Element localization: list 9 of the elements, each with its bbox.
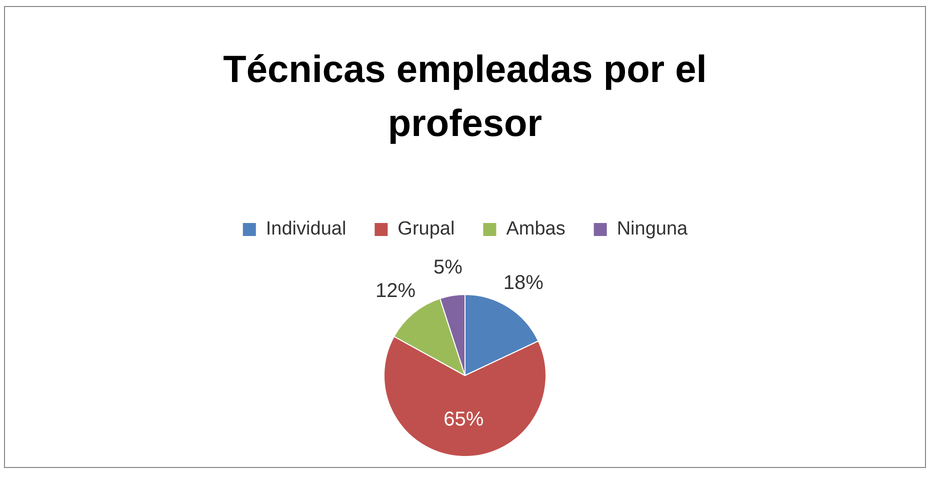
legend-label: Ninguna [616,218,688,240]
data-label: 18% [503,272,544,294]
legend-label: Individual [266,218,346,240]
legend-label: Grupal [398,218,455,240]
data-label: 5% [433,256,463,278]
data-label: 65% [444,408,484,431]
legend-label: Ambas [506,218,566,240]
chart-title: Técnicas empleadas por el profesor [222,48,708,147]
data-label: 12% [376,280,416,302]
